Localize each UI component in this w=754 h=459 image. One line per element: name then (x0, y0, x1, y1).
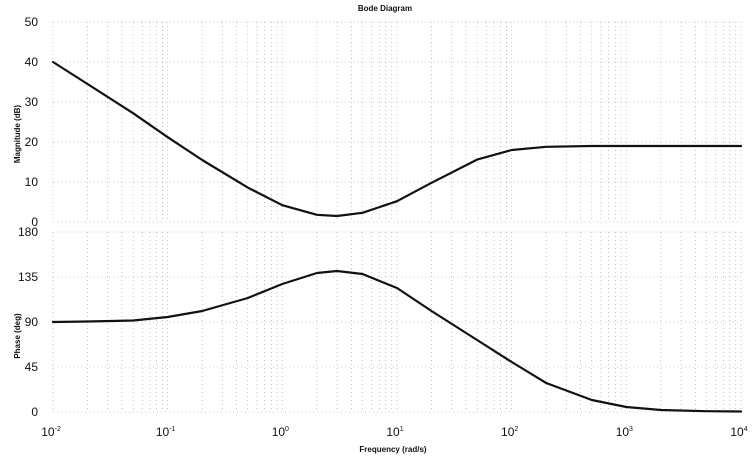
phase-tick-label: 135 (18, 270, 38, 284)
magnitude-tick-label: 30 (25, 95, 39, 109)
frequency-x-ticks: 10-2 10-1 100 101 102 103 104 (41, 425, 748, 439)
phase-tick-label: 90 (25, 315, 39, 329)
magnitude-y-ticks: 0 10 20 30 40 50 (25, 15, 39, 229)
phase-tick-label: 45 (25, 360, 39, 374)
x-axis-label: Frequency (rad/s) (359, 445, 426, 454)
x-tick-label: 10-2 (41, 425, 61, 439)
x-tick-label: 10-1 (156, 425, 176, 439)
x-tick-label: 103 (616, 425, 633, 439)
magnitude-y-axis-label: Magnitude (dB) (13, 105, 22, 164)
phase-plot: 0 45 90 135 180 (18, 225, 743, 419)
phase-y-ticks: 0 45 90 135 180 (18, 225, 38, 419)
magnitude-curve (51, 60, 743, 218)
magnitude-plot: 0 10 20 30 40 50 (25, 15, 743, 229)
x-tick-label: 102 (501, 425, 518, 439)
x-tick-label: 101 (386, 425, 403, 439)
x-tick-label: 104 (730, 425, 747, 439)
phase-tick-label: 180 (18, 225, 38, 239)
phase-curve (51, 269, 743, 413)
phase-grid (52, 231, 742, 413)
magnitude-tick-label: 50 (25, 15, 39, 29)
magnitude-tick-label: 20 (25, 135, 39, 149)
x-tick-label: 100 (272, 425, 289, 439)
magnitude-tick-label: 0 (31, 215, 38, 229)
magnitude-tick-label: 10 (25, 175, 39, 189)
magnitude-tick-label: 40 (25, 55, 39, 69)
chart-title: Bode Diagram (358, 4, 412, 13)
phase-tick-label: 0 (31, 405, 38, 419)
phase-y-axis-label: Phase (deg) (13, 313, 22, 359)
magnitude-grid (52, 21, 742, 223)
